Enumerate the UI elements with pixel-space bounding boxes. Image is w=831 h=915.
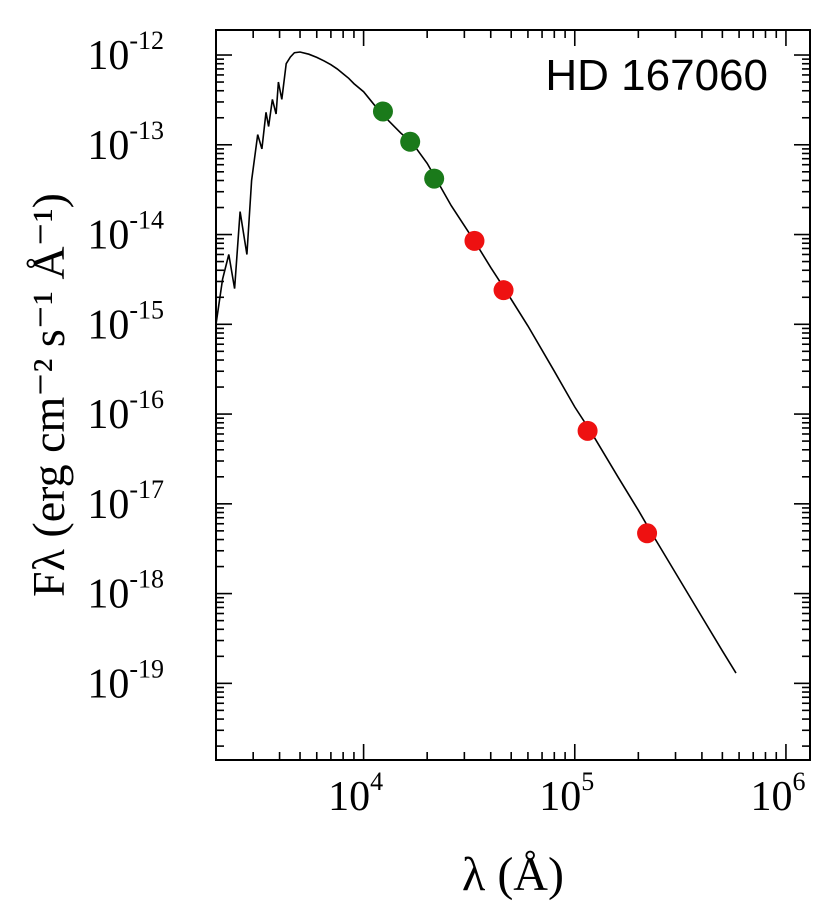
y-tick-label: 10-17 xyxy=(87,475,164,528)
data-point xyxy=(493,280,514,301)
data-point xyxy=(464,230,485,251)
y-tick-label: 10-13 xyxy=(87,116,164,169)
y-tick-label: 10-15 xyxy=(87,295,164,348)
y-tick-label: 10-12 xyxy=(87,26,164,79)
data-point xyxy=(372,101,393,122)
y-tick-label: 10-18 xyxy=(87,565,164,618)
x-axis-title: λ (Å) xyxy=(462,848,564,901)
data-point xyxy=(577,420,598,441)
plot-frame xyxy=(215,29,811,761)
y-tick-label: 10-16 xyxy=(87,385,164,438)
data-point xyxy=(400,131,421,152)
star-annotation: HD 167060 xyxy=(545,51,768,100)
photometry-points xyxy=(372,101,658,544)
series-model-spectrum-line xyxy=(215,51,737,674)
axis-tick-labels: 104 105 106 10-12 10-13 10-14 10-15 10-16 10-17 1… xyxy=(87,26,805,820)
axis-ticks xyxy=(215,30,810,760)
data-point xyxy=(424,168,445,189)
data-point xyxy=(637,523,658,544)
y-tick-label: 10-14 xyxy=(87,206,164,259)
y-axis-title: Fλ (erg cm⁻² s⁻¹ Å⁻¹) xyxy=(23,193,74,597)
x-tick-label: 104 xyxy=(328,767,383,820)
x-tick-label: 105 xyxy=(539,767,594,820)
y-tick-label: 10-19 xyxy=(87,654,164,707)
x-tick-label: 106 xyxy=(750,767,805,820)
